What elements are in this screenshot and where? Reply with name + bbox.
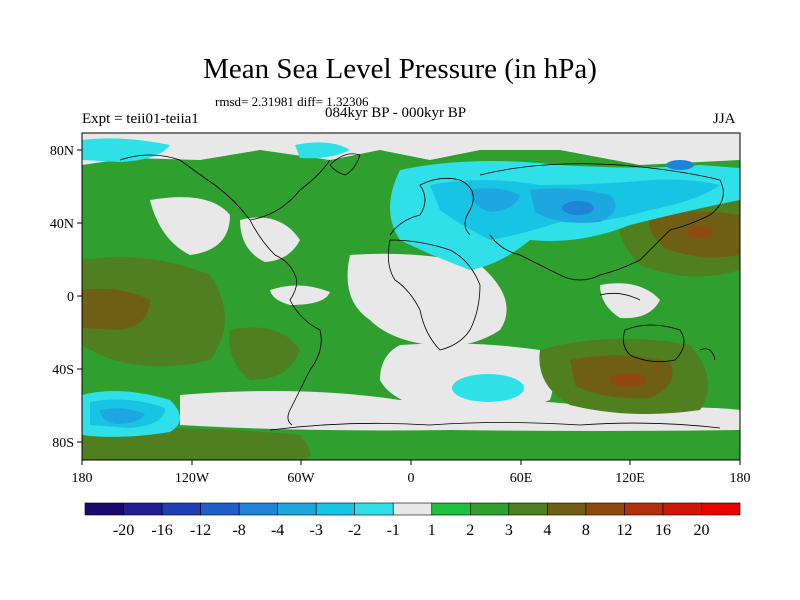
colorbar-box bbox=[123, 502, 163, 516]
africa-coast bbox=[387, 239, 481, 351]
asia-coast bbox=[479, 163, 724, 281]
colorbar-box bbox=[701, 502, 741, 516]
lon-label-0: 0 bbox=[408, 471, 415, 486]
coastlines bbox=[119, 153, 724, 431]
colorbar-label: 2 bbox=[466, 522, 474, 539]
season-label: JJA bbox=[713, 111, 736, 127]
negative-4-regions bbox=[562, 160, 694, 215]
colorbar-box bbox=[315, 502, 356, 516]
lon-label-180e: 180 bbox=[730, 471, 751, 486]
experiment-label: Expt = teii01-teiia1 bbox=[82, 111, 199, 127]
neutral-regions bbox=[82, 133, 740, 431]
colorbar-box bbox=[200, 502, 240, 516]
antarctica-coast bbox=[269, 422, 721, 431]
lon-label-120w: 120W bbox=[175, 471, 210, 486]
lat-label-40s: 40S bbox=[52, 363, 74, 378]
colorbar-box bbox=[161, 502, 201, 516]
colorbar-label: -2 bbox=[348, 522, 361, 539]
colorbar-label: -20 bbox=[113, 522, 134, 539]
latitude-axis: 80N 40N 0 40S 80S bbox=[50, 144, 82, 451]
pressure-field bbox=[82, 133, 740, 460]
colorbar: -20 -16 -12 -8 -4 -3 -2 -1 1 2 3 4 8 12 16 20 bbox=[84, 502, 741, 539]
colorbar-label: -8 bbox=[232, 522, 245, 539]
colorbar-box bbox=[277, 502, 317, 516]
lat-label-0: 0 bbox=[67, 290, 74, 305]
map-title: Mean Sea Level Pressure (in hPa) bbox=[203, 53, 597, 85]
colorbar-label: 1 bbox=[428, 522, 436, 539]
colorbar-box bbox=[469, 502, 510, 516]
lat-label-40n: 40N bbox=[50, 217, 74, 232]
colorbar-label: -3 bbox=[310, 522, 323, 539]
colorbar-box bbox=[354, 502, 394, 516]
colorbar-label: 8 bbox=[582, 522, 590, 539]
colorbar-label: -12 bbox=[190, 522, 211, 539]
europe-coast bbox=[389, 177, 474, 236]
lon-label-60e: 60E bbox=[510, 471, 533, 486]
colorbar-box bbox=[508, 502, 548, 516]
colorbar-label: 4 bbox=[543, 522, 551, 539]
colorbar-label: 3 bbox=[505, 522, 513, 539]
colorbar-label: -16 bbox=[151, 522, 172, 539]
new-zealand-coast bbox=[699, 348, 716, 361]
lon-label-60w: 60W bbox=[287, 471, 315, 486]
indonesia-coast bbox=[599, 292, 641, 301]
colorbar-label: 20 bbox=[693, 522, 709, 539]
lat-label-80n: 80N bbox=[50, 144, 74, 159]
colorbar-label: -4 bbox=[271, 522, 284, 539]
colorbar-label: -1 bbox=[387, 522, 400, 539]
lon-label-120e: 120E bbox=[615, 471, 645, 486]
greenland-coast bbox=[329, 153, 361, 176]
colorbar-label: 12 bbox=[616, 522, 632, 539]
colorbar-box bbox=[547, 502, 587, 516]
colorbar-box bbox=[84, 502, 124, 516]
positive-12-regions bbox=[610, 226, 714, 387]
lat-label-80s: 80S bbox=[52, 436, 74, 451]
colorbar-box bbox=[431, 502, 471, 516]
australia-coast bbox=[622, 324, 685, 363]
colorbar-box bbox=[238, 502, 278, 516]
colorbar-box bbox=[662, 502, 702, 516]
americas-coast bbox=[119, 154, 322, 426]
lon-label-180w: 180 bbox=[72, 471, 93, 486]
period-label: 084kyr BP - 000kyr BP bbox=[325, 105, 467, 121]
north-america-east-coast bbox=[249, 159, 331, 221]
colorbar-box bbox=[624, 502, 664, 516]
colorbar-label: 16 bbox=[655, 522, 671, 539]
stats-text: rmsd= 2.31981 diff= 1.32306 bbox=[215, 94, 369, 109]
colorbar-box bbox=[392, 502, 433, 516]
longitude-axis: 180 120W 60W 0 60E 120E 180 bbox=[72, 460, 751, 486]
colorbar-box bbox=[585, 502, 625, 516]
